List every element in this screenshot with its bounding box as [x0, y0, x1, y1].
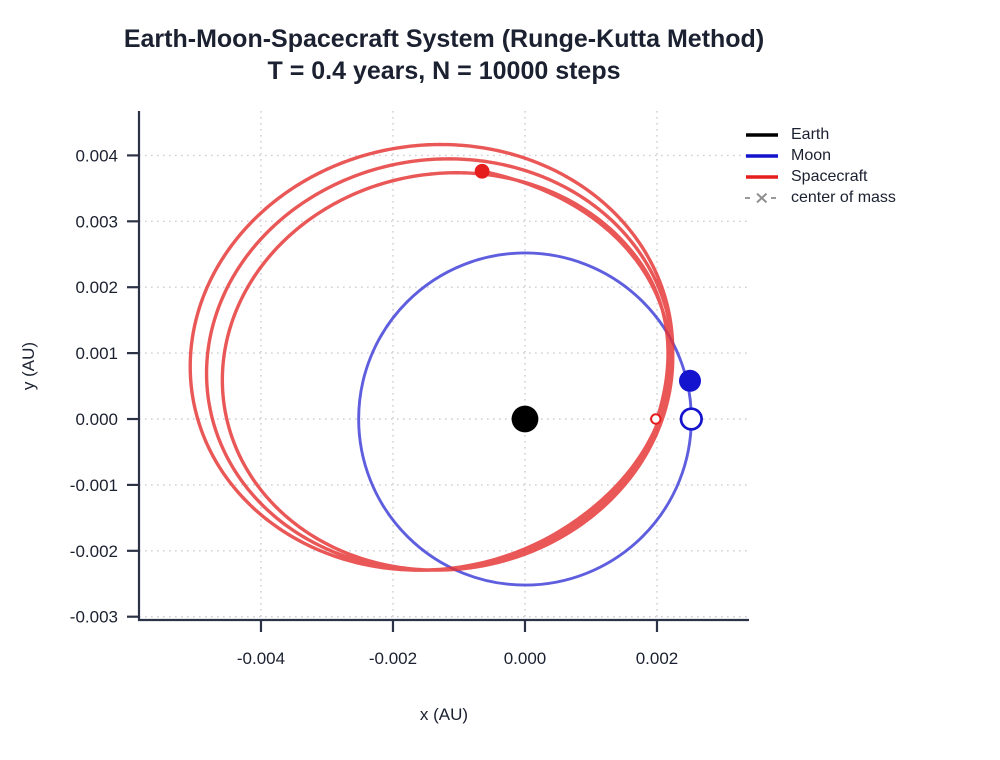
earth-line-icon [746, 132, 778, 137]
spacecraft-current-marker [474, 163, 490, 179]
orbit-curves [188, 142, 693, 587]
axis-lines [137, 111, 749, 622]
y-tick-label: 0.002 [75, 278, 118, 297]
legend-row-center-of-mass: center of mass [744, 187, 896, 208]
spacecraft-trajectory [188, 142, 675, 572]
y-tick-label: -0.002 [70, 542, 118, 561]
legend-label-moon: Moon [791, 147, 832, 164]
y-tick-label: 0.000 [75, 410, 118, 429]
legend-label-earth: Earth [791, 126, 830, 143]
y-tick-label: 0.003 [75, 212, 118, 231]
legend-label-spacecraft: Spacecraft [791, 168, 868, 185]
moon-initial-marker [679, 407, 703, 431]
x-tick-label: -0.002 [369, 649, 417, 668]
gridlines [139, 111, 749, 620]
x-axis-label: x (AU) [420, 705, 468, 724]
y-tick-label: 0.004 [75, 146, 118, 165]
y-tick-label: -0.003 [70, 608, 118, 627]
x-tick-label: 0.002 [636, 649, 679, 668]
legend-label-center-of-mass: center of mass [791, 189, 896, 206]
legend-row-spacecraft: Spacecraft [744, 166, 896, 187]
y-tick-label: 0.001 [75, 344, 118, 363]
axes [127, 111, 749, 632]
legend: Earth Moon Spacecraft center of mass [744, 124, 896, 208]
chart-title: Earth-Moon-Spacecraft System (Runge-Kutt… [124, 25, 764, 53]
x-tick-label: 0.000 [504, 649, 547, 668]
dashed-x-marker-icon [745, 192, 779, 203]
moon-line-icon [746, 153, 778, 158]
legend-row-moon: Moon [744, 145, 896, 166]
y-tick-label: -0.001 [70, 476, 118, 495]
body-markers [474, 163, 703, 433]
earth-marker [511, 405, 539, 433]
spacecraft-line-icon [746, 174, 778, 179]
x-tick-label: -0.004 [237, 649, 285, 668]
moon-current-marker [678, 369, 701, 392]
y-axis-label: y (AU) [19, 342, 38, 390]
chart-subtitle: T = 0.4 years, N = 10000 steps [267, 57, 620, 85]
tick-labels: -0.004 -0.002 0.000 0.002 0.004 0.003 0.002 0.0… [70, 146, 678, 668]
spacecraft-initial-marker [650, 413, 662, 425]
legend-row-earth: Earth [744, 124, 896, 145]
